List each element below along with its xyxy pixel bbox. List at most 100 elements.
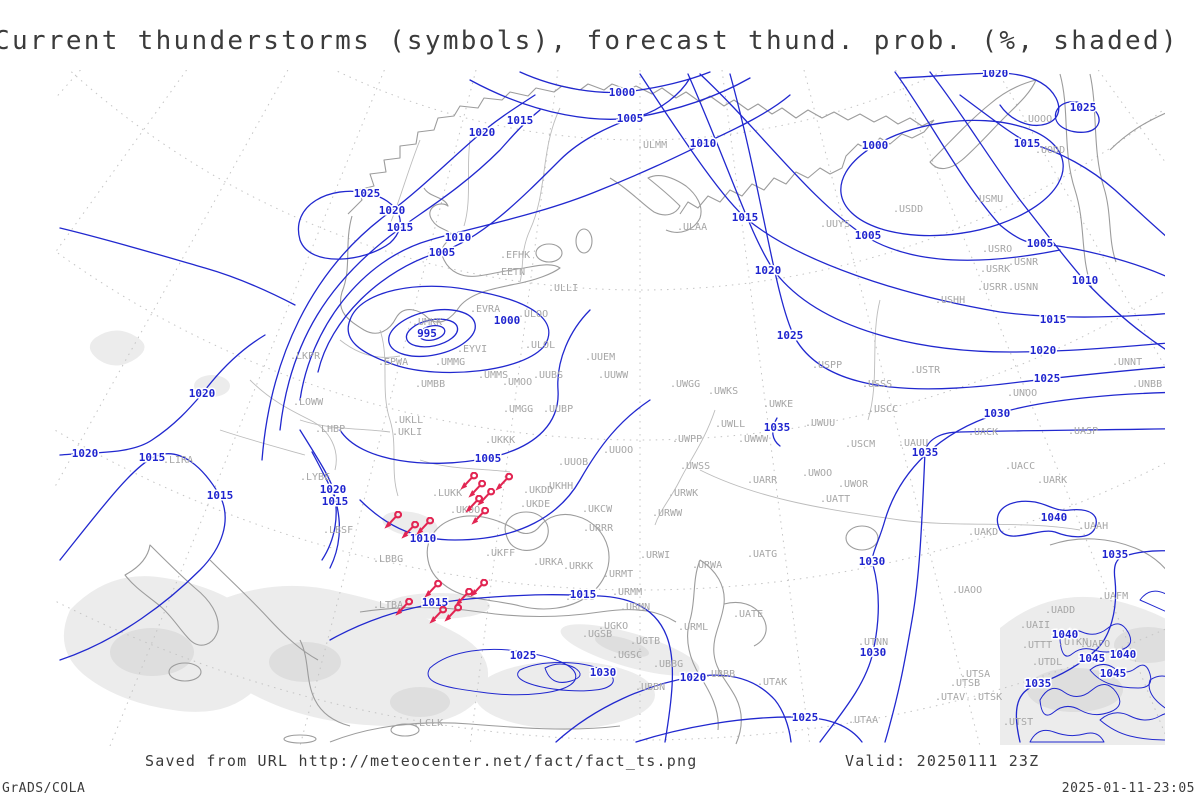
station-label: .UWKE	[763, 399, 793, 410]
station-label: .UWSS	[680, 461, 710, 472]
station-label: .USCM	[845, 439, 875, 450]
isobar-label: 1005	[617, 112, 644, 125]
isobar-label: 1005	[475, 452, 502, 465]
station-label: .UNBB	[1132, 379, 1162, 390]
station-label: .UKOO	[450, 505, 480, 516]
isobar-label: 1020	[982, 67, 1009, 80]
station-label: .UARK	[1037, 475, 1067, 486]
isobar-label: 1005	[429, 246, 456, 259]
station-label: .UASP	[1068, 426, 1098, 437]
isobar-label: 1020	[189, 387, 216, 400]
isobar-label: 1015	[1040, 313, 1067, 326]
parallel-line	[334, 70, 946, 141]
station-label: .UOOO	[1022, 114, 1052, 125]
station-label: .UODD	[1035, 145, 1065, 156]
thunderstorm-icon	[467, 480, 486, 499]
station-label: .EETN	[495, 267, 525, 278]
isobar-label: 1015	[139, 451, 166, 464]
isobar-label: 1035	[912, 446, 939, 459]
isobar-label: 1025	[1070, 101, 1097, 114]
station-label: .UWLL	[715, 419, 745, 430]
isobar-label: 1000	[494, 314, 521, 327]
station-label: .UTDL	[1032, 657, 1062, 668]
station-label: .UARR	[747, 475, 778, 486]
station-label: .ULOL	[525, 340, 555, 351]
coastlines	[124, 73, 1165, 745]
isobar-label: 1015	[732, 211, 759, 224]
station-label: .UUBP	[543, 404, 573, 415]
station-label: .UTST	[1003, 717, 1033, 728]
isobar-label: 1015	[322, 495, 349, 508]
thunderstorm-icon	[469, 579, 488, 598]
station-label: .LHBP	[315, 424, 345, 435]
station-label: .UUWW	[598, 370, 629, 381]
station-label: .UAUU	[898, 438, 928, 449]
thunderstorm-icon	[494, 473, 513, 492]
isobar-label: 1005	[1027, 237, 1054, 250]
isobar-label: 1030	[984, 407, 1011, 420]
station-label: .UWOR	[838, 479, 869, 490]
parallel-line	[55, 600, 1165, 741]
station-label: .USTR	[910, 365, 941, 376]
station-label: .UKKK	[485, 435, 515, 446]
meridian-line	[109, 70, 385, 746]
station-label: .EPWA	[378, 357, 408, 368]
isobar-label: 1010	[1072, 274, 1099, 287]
isobar-label: 1010	[445, 231, 472, 244]
station-label: .UMKK	[412, 317, 442, 328]
station-label: .UKLI	[392, 427, 422, 438]
station-label: .URML	[678, 622, 708, 633]
station-label: .UBBG	[653, 659, 683, 670]
station-label: .URKA	[533, 557, 563, 568]
station-label: .UAII	[1020, 620, 1050, 631]
saved-from-url-text: Saved from URL http://meteocenter.net/fa…	[145, 752, 698, 770]
timestamp-text: 2025-01-11-23:05	[1061, 781, 1195, 796]
station-label: .UACK	[968, 427, 998, 438]
station-label: .URMN	[620, 602, 650, 613]
station-label: .ULAA	[677, 222, 707, 233]
isobar-label: 1025	[510, 649, 537, 662]
station-label: .USNR	[1008, 257, 1039, 268]
station-label: .UKFF	[485, 548, 515, 559]
station-label: .UKDD	[523, 485, 553, 496]
isobar-label: 1015	[570, 588, 597, 601]
isobar-label: 1045	[1079, 652, 1106, 665]
station-label: .UUYS	[820, 219, 850, 230]
station-label: .UWGG	[670, 379, 700, 390]
isobar-label: 1015	[1014, 137, 1041, 150]
isobar-label: 1020	[72, 447, 99, 460]
country-borders	[219, 107, 1081, 531]
isobars	[59, 71, 1165, 743]
station-label: .UNOO	[1007, 388, 1037, 399]
station-label: .UTAA	[848, 715, 878, 726]
isobar-label: 1035	[1025, 677, 1052, 690]
station-label: .LTBA	[373, 600, 403, 611]
station-label: .URSS	[565, 592, 595, 603]
station-label: .UWWW	[738, 434, 769, 445]
station-label: .UTAV	[935, 692, 965, 703]
station-label: .USMU	[973, 194, 1003, 205]
station-label: .USHH	[935, 295, 965, 306]
isobar-label: 1035	[1102, 548, 1129, 561]
isobar-label: 1040	[1041, 511, 1068, 524]
station-label: .UAFO	[1080, 639, 1110, 650]
station-label: .URWI	[640, 550, 670, 561]
station-label: .UAOO	[952, 585, 982, 596]
station-label: .UGTB	[630, 636, 660, 647]
isobar-label: 995	[417, 327, 437, 340]
station-label: .UGKO	[598, 621, 628, 632]
station-label: .ULMM	[637, 140, 667, 151]
station-label: .URMT	[603, 569, 633, 580]
station-label: .EFHK	[500, 250, 530, 261]
station-label: .UBBB	[705, 669, 735, 680]
isobar-label: 1000	[862, 139, 889, 152]
station-label: .UUOB	[558, 457, 588, 468]
station-label: .UTTT	[1022, 640, 1052, 651]
isobar-labels: 995 1000 1000 1000 1005 1005 1005 1005 1005 1010 1…	[70, 67, 1138, 726]
isobar-label: 1025	[354, 187, 381, 200]
station-label: .UUEM	[585, 352, 615, 363]
station-label: .UADD	[1045, 605, 1075, 616]
station-label: .USPP	[812, 360, 842, 371]
station-label: .URWK	[668, 488, 698, 499]
station-label: .LBBG	[373, 554, 403, 565]
